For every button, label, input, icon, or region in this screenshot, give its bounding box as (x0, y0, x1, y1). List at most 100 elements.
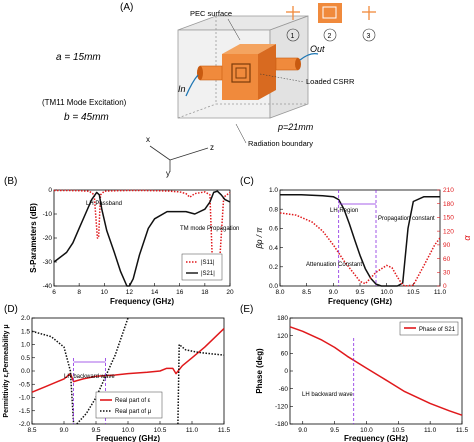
c-xtick-label: 11.0 (434, 289, 447, 296)
c-right-ytick-label: 30 (443, 269, 451, 276)
c-right-ytick-label: 180 (443, 201, 454, 208)
e-xtick-label: 9.0 (298, 427, 307, 434)
waveguide-unit (222, 44, 276, 100)
panel-e-phase: (E) 9.0 9.5 10.0 10.5 11.0 11.5 180 120 60 0 -60 -1… (240, 304, 468, 442)
panel-c-propagation: (C) 8.0 8.5 9.0 9.5 10.0 10.5 11.0 0.0 0.2 0.4 0.6… (240, 176, 472, 306)
c-xtick-label: 10.5 (407, 289, 420, 296)
e-ytick-label: 120 (277, 333, 288, 340)
csrr-ring-icon (231, 63, 251, 83)
axis-z-label: z (210, 143, 214, 152)
dim-p-label: p=21mm (277, 122, 314, 132)
d-ytick-label: 0.0 (21, 368, 30, 375)
panel-b-label: (B) (4, 176, 17, 187)
b-ytick-label: -10 (43, 211, 53, 218)
e-xtick-label: 11.0 (424, 427, 437, 434)
d-xtick-label: 11.0 (186, 427, 199, 434)
c-xtick-label: 9.5 (355, 289, 364, 296)
d-xtick-label: 10.5 (154, 427, 167, 434)
b-xtick-label: 16 (176, 289, 184, 296)
e-xtick-label: 10.0 (360, 427, 373, 434)
c-ylabel-right: α (462, 235, 472, 241)
b-ytick-label: 0 (48, 187, 52, 194)
d-ytick-label: -0.5 (19, 381, 31, 388)
panel-b-s-parameters: (B) 6 8 10 12 14 16 18 20 0 -10 -20 -30 -40 Frequenc… (4, 176, 239, 306)
in-arrow-icon (185, 74, 199, 97)
panel-a-label: (A) (120, 2, 133, 13)
c-ytick-label: 1.0 (269, 187, 278, 194)
panel-d-permittivity: (D) 8.5 9.0 9.5 10.0 10.5 11.0 11.5 2.0 1.5 1.0 0.… (3, 304, 230, 442)
b-legend-s21: |S21| (201, 271, 215, 277)
in-label: In (178, 84, 186, 94)
d-legend-mu: Real part of μ (115, 409, 152, 415)
c-ytick-label: 0.2 (269, 264, 278, 271)
e-series-phase-of-s21 (289, 326, 463, 416)
e-ytick-label: -60 (279, 386, 289, 393)
d-ylabel: Permittivity ε,Permeability μ (3, 324, 10, 417)
e-xtick-label: 9.5 (330, 427, 339, 434)
d-ytick-label: 2.0 (21, 315, 30, 322)
c-right-ytick-label: 0 (443, 283, 447, 290)
c-xtick-label: 8.0 (275, 289, 284, 296)
c-annotation-attenuation: Attenuation Constant (306, 262, 362, 268)
d-ytick-label: 1.0 (21, 342, 30, 349)
c-ylabel-left: βp / π (255, 227, 264, 250)
c-ytick-label: 0.8 (269, 206, 278, 213)
d-ytick-label: -2.0 (19, 421, 31, 428)
b-annotation-tm-mode: TM mode Propagation (180, 226, 239, 232)
panel-c-label: (C) (240, 176, 254, 187)
d-ytick-label: -1.5 (19, 408, 31, 415)
d-annotation-lh-backward: LH backward wave (64, 374, 115, 380)
panel-e-label: (E) (240, 304, 253, 315)
d-ytick-label: 0.5 (21, 355, 30, 362)
e-legend: Phase of S21 (399, 321, 459, 336)
out-label: Out (310, 44, 325, 54)
d-xtick-label: 11.5 (218, 427, 231, 434)
unit-number-1: 1 (291, 33, 295, 40)
e-ytick-label: 60 (281, 351, 289, 358)
b-xtick-label: 14 (151, 289, 159, 296)
unit-number-3: 3 (367, 33, 371, 40)
d-series-real-part-of (31, 330, 75, 425)
c-annotation-lh-region: LH Region (330, 208, 358, 214)
b-xlabel: Frequency (GHz) (110, 297, 174, 306)
b-legend: |S11| |S21| (181, 253, 223, 281)
c-xtick-label: 10.0 (380, 289, 393, 296)
d-ytick-label: 1.5 (21, 328, 30, 335)
e-ytick-label: -180 (275, 421, 288, 428)
e-legend-phase: Phase of S21 (419, 327, 456, 333)
b-xtick-label: 8 (77, 289, 81, 296)
c-ytick-label: 0.0 (269, 283, 278, 290)
c-ytick-label: 0.4 (269, 245, 278, 252)
b-ytick-label: -40 (43, 283, 53, 290)
port-in (197, 65, 223, 81)
c-xtick-label: 8.5 (302, 289, 311, 296)
panel-a-schematic: (A) PEC surface (42, 2, 376, 178)
d-ytick-label: -1.0 (19, 395, 31, 402)
radiation-boundary-label: Radiation boundary (248, 139, 313, 148)
c-series-attenuation-constant (279, 212, 441, 287)
c-xtick-label: 9.0 (329, 289, 338, 296)
loaded-csrr-label: Loaded CSRR (306, 77, 355, 86)
e-xlabel: Frequency (GHz) (344, 434, 408, 442)
c-series-propagation-constant (280, 194, 440, 287)
b-xtick-label: 10 (101, 289, 109, 296)
b-series-s21 (53, 190, 231, 287)
c-right-ytick-label: 150 (443, 215, 454, 222)
b-ytick-label: -20 (43, 235, 53, 242)
c-right-ytick-label: 210 (443, 187, 454, 194)
axis-x-label: x (146, 135, 150, 144)
d-legend-eps: Real part of ε (115, 398, 151, 404)
e-ytick-label: 180 (277, 315, 288, 322)
d-xtick-label: 9.5 (91, 427, 100, 434)
c-annotation-propagation: Propagation constant (378, 216, 435, 222)
b-annotation-lh-passband: LH Passband (86, 201, 122, 207)
unit-number-2: 2 (328, 33, 332, 40)
d-xlabel: Frequency (GHz) (96, 434, 160, 442)
e-xtick-label: 10.5 (392, 427, 405, 434)
dim-b-label: b = 45mm (64, 112, 109, 123)
axis-triad (149, 145, 209, 172)
d-series-real-part-of (31, 328, 225, 393)
e-ytick-label: 0 (284, 368, 288, 375)
b-ytick-label: -30 (43, 259, 53, 266)
